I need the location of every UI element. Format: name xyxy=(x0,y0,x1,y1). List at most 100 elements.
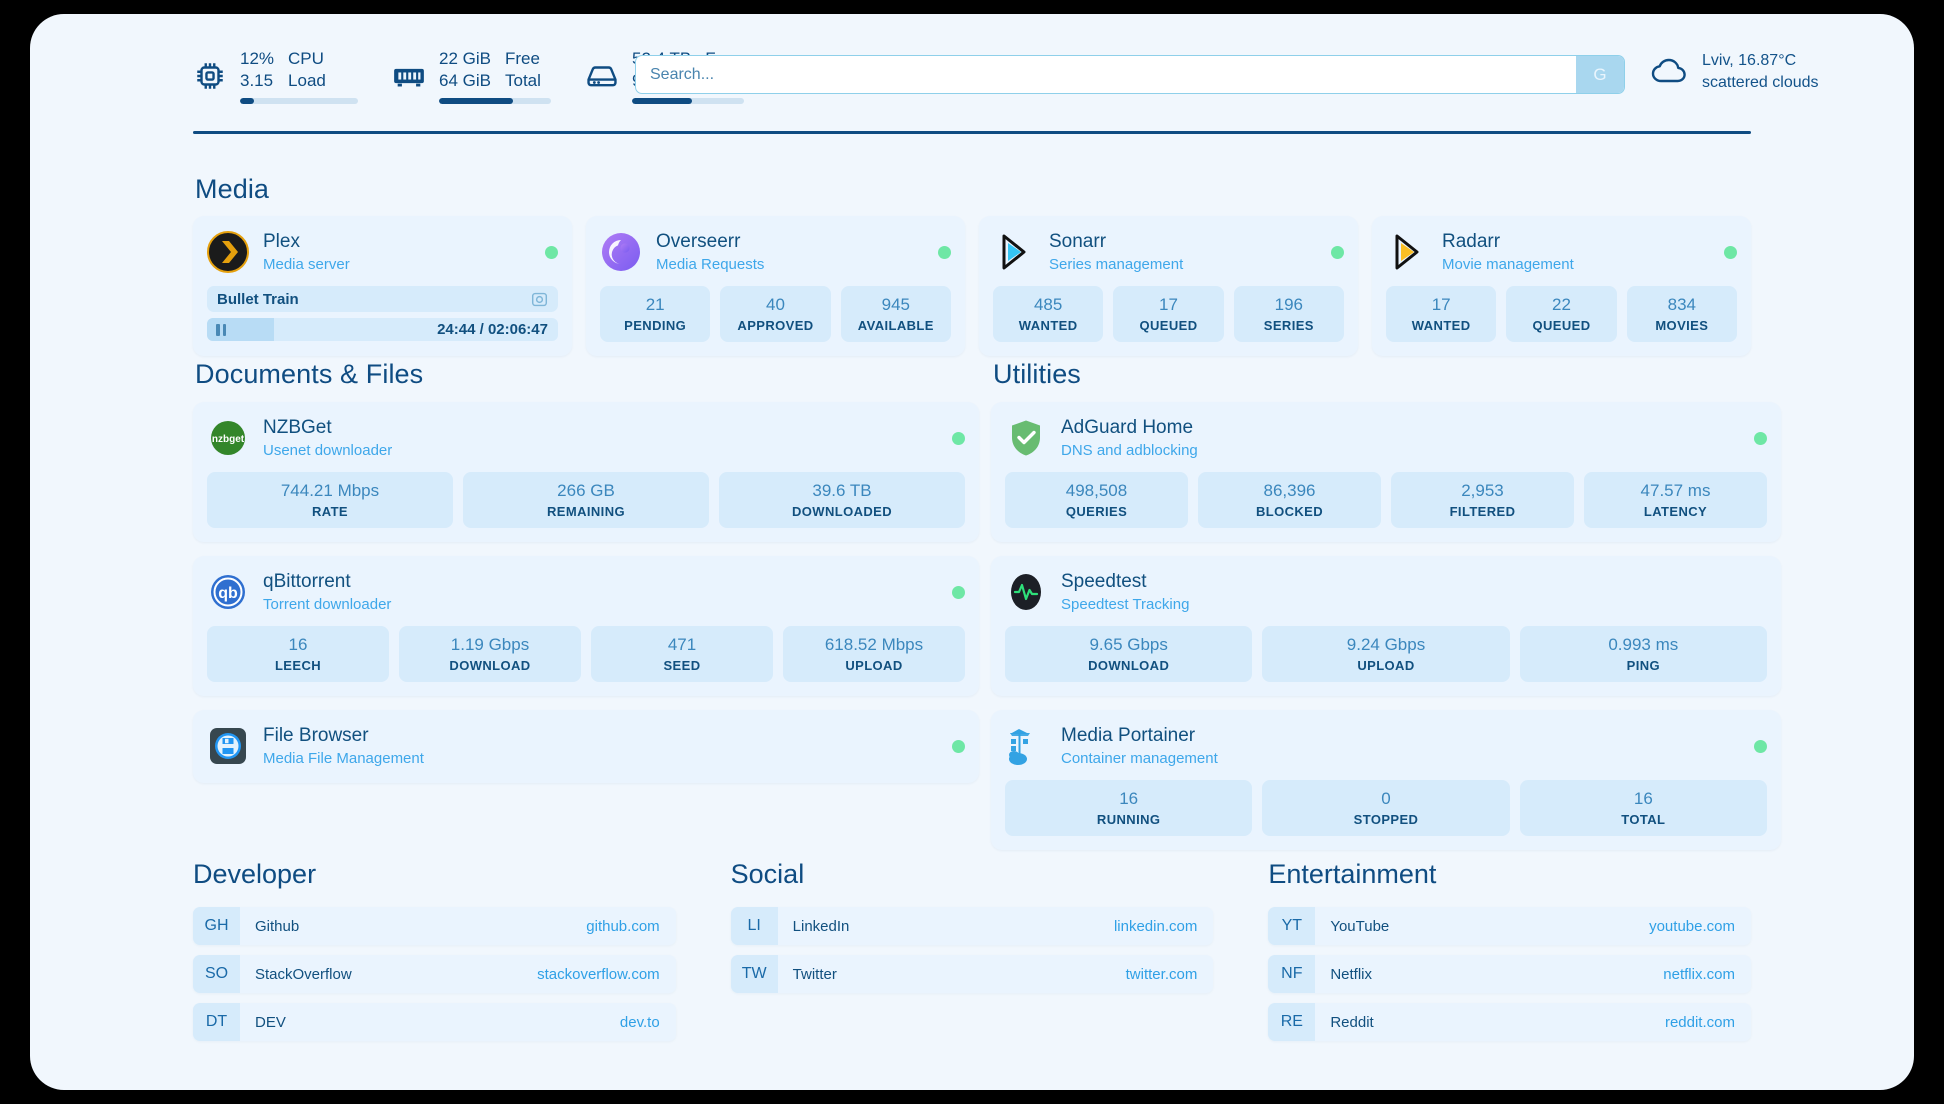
stat-label: LATENCY xyxy=(1643,504,1708,520)
stat-tile[interactable]: 0 STOPPED xyxy=(1262,780,1510,837)
scattered-clouds-icon xyxy=(1651,58,1686,83)
bookmark-link[interactable]: GH Github github.com xyxy=(193,907,676,945)
stat-label: QUEUED xyxy=(1532,318,1591,334)
resource-labels: Free Total xyxy=(505,48,541,92)
stat-label: FILTERED xyxy=(1449,504,1516,520)
stat-tile[interactable]: 17 QUEUED xyxy=(1113,286,1224,343)
speedtest-icon xyxy=(1005,571,1047,613)
bookmark-name: StackOverflow xyxy=(255,965,352,983)
service-card[interactable]: Overseerr Media Requests 21 PENDING 40 APPROV… xyxy=(586,216,965,357)
stat-value: 17 xyxy=(1431,295,1451,314)
service-card[interactable]: nzbget NZBGet Usenet downloader 744.21 Mbps… xyxy=(193,402,979,543)
bookmark-link[interactable]: LI LinkedIn linkedin.com xyxy=(730,907,1214,945)
bookmark-name: Reddit xyxy=(1330,1013,1374,1031)
stat-tile[interactable]: 21 PENDING xyxy=(600,286,711,343)
bookmark-link[interactable]: NF Netflix netflix.com xyxy=(1268,955,1751,993)
stat-tile[interactable]: 86,396 BLOCKED xyxy=(1198,472,1381,529)
bookmark-group: Entertainment YT YouTube youtube.com NF Netfl… xyxy=(1268,859,1751,1051)
cpu-icon xyxy=(193,59,227,93)
stat-value: 40 xyxy=(766,295,785,314)
playback-progress-bar[interactable]: 24:44 / 02:06:47 xyxy=(207,318,558,341)
stat-label: STOPPED xyxy=(1353,812,1419,828)
stat-tile[interactable]: 266 GB REMAINING xyxy=(463,472,709,529)
status-indicator xyxy=(1754,431,1767,445)
stat-tile[interactable]: 16 LEECH xyxy=(207,626,389,683)
stat-tile[interactable]: 40 APPROVED xyxy=(720,286,831,343)
service-card[interactable]: Speedtest Speedtest Tracking 9.65 Gbps DOWN… xyxy=(991,556,1781,697)
stat-label: QUEUED xyxy=(1139,318,1198,334)
stat-value: 485 xyxy=(1033,295,1063,314)
bookmark-url: youtube.com xyxy=(1649,917,1735,935)
search-input[interactable] xyxy=(636,56,1576,93)
stat-tile[interactable]: 22 QUEUED xyxy=(1506,286,1617,343)
stat-value: 16 xyxy=(1633,789,1653,809)
stat-tile[interactable]: 2,953 FILTERED xyxy=(1391,472,1574,529)
stat-tile[interactable]: 47.57 ms LATENCY xyxy=(1584,472,1767,529)
resource-label-1: CPU xyxy=(288,49,324,68)
service-subtitle: Series management xyxy=(1049,255,1184,273)
service-subtitle: Container management xyxy=(1061,749,1218,767)
cast-icon[interactable] xyxy=(531,291,548,308)
bookmark-link[interactable]: SO StackOverflow stackoverflow.com xyxy=(193,955,676,993)
card-header: Speedtest Speedtest Tracking xyxy=(1005,569,1767,615)
stat-tile[interactable]: 485 WANTED xyxy=(993,286,1104,343)
resource-body: 12% 3.15 CPU Load xyxy=(240,48,358,104)
search-submit-button[interactable]: G xyxy=(1576,56,1624,93)
bookmark-abbr: DT xyxy=(193,1003,240,1041)
stat-tile[interactable]: 0.993 ms PING xyxy=(1519,626,1767,683)
service-card[interactable]: File Browser Media File Management xyxy=(193,710,979,784)
status-indicator xyxy=(952,739,965,753)
pause-button[interactable] xyxy=(216,323,226,336)
card-titles: Media Portainer Container management xyxy=(1061,724,1218,768)
bookmark-link[interactable]: DT DEV dev.to xyxy=(193,1003,676,1041)
service-name: Sonarr xyxy=(1049,230,1107,252)
status-indicator xyxy=(1724,245,1737,259)
service-card[interactable]: Sonarr Series management 485 WANTED 17 QUEUED… xyxy=(979,216,1358,357)
bookmark-group: Social LI LinkedIn linkedin.com TW Twitter twi… xyxy=(730,859,1214,1051)
stat-tile[interactable]: 16 TOTAL xyxy=(1519,780,1767,837)
service-subtitle: DNS and adblocking xyxy=(1061,441,1198,459)
stat-value: 22 xyxy=(1552,295,1571,314)
service-card[interactable]: Media Portainer Container management 16 RUN… xyxy=(991,710,1781,851)
bookmark-link[interactable]: YT YouTube youtube.com xyxy=(1268,907,1751,945)
stat-tile[interactable]: 17 WANTED xyxy=(1386,286,1497,343)
card-header: Overseerr Media Requests xyxy=(600,229,951,275)
service-card[interactable]: Plex Media server Bullet Train 24:44 / 02:0… xyxy=(193,216,572,357)
bookmark-url: netflix.com xyxy=(1663,965,1735,983)
disk-icon xyxy=(585,59,619,93)
service-card[interactable]: AdGuard Home DNS and adblocking 498,508 QUE… xyxy=(991,402,1781,543)
stat-value: 21 xyxy=(645,295,665,314)
service-card[interactable]: qb qBittorrent Torrent downloader 16 LEECH 1.… xyxy=(193,556,979,697)
stat-tile[interactable]: 471 SEED xyxy=(591,626,773,683)
bookmark-group: Developer GH Github github.com SO StackOverfl… xyxy=(193,859,676,1051)
bookmark-group-title: Social xyxy=(730,859,805,889)
stat-tile[interactable]: 834 MOVIES xyxy=(1626,286,1737,343)
resource-usage-bar xyxy=(240,97,358,104)
status-indicator xyxy=(1754,739,1767,753)
bookmark-link[interactable]: TW Twitter twitter.com xyxy=(730,955,1214,993)
stat-tile[interactable]: 498,508 QUERIES xyxy=(1005,472,1188,529)
bookmark-link[interactable]: RE Reddit reddit.com xyxy=(1268,1003,1751,1041)
search-bar[interactable]: G xyxy=(635,55,1625,94)
bookmark-url: twitter.com xyxy=(1125,965,1198,983)
stat-tile[interactable]: 39.6 TB DOWNLOADED xyxy=(719,472,965,529)
documents-column: nzbget NZBGet Usenet downloader 744.21 Mbps… xyxy=(193,402,979,784)
resource-memory: 22 GiB 64 GiB Free Total xyxy=(392,48,551,104)
stat-tile[interactable]: 618.52 Mbps UPLOAD xyxy=(783,626,965,683)
stat-value: 744.21 Mbps xyxy=(280,481,380,500)
resource-values: 12% 3.15 CPU Load xyxy=(240,48,358,92)
stat-tile[interactable]: 196 SERIES xyxy=(1233,286,1344,343)
stat-tile[interactable]: 9.24 Gbps UPLOAD xyxy=(1262,626,1510,683)
service-name: NZBGet xyxy=(263,416,332,438)
service-card[interactable]: Radarr Movie management 17 WANTED 22 QUEUED 83… xyxy=(1372,216,1751,357)
service-name: Speedtest xyxy=(1061,570,1147,592)
stat-tile[interactable]: 9.65 Gbps DOWNLOAD xyxy=(1005,626,1253,683)
stat-tile[interactable]: 16 RUNNING xyxy=(1005,780,1253,837)
stat-tile[interactable]: 744.21 Mbps RATE xyxy=(207,472,453,529)
stat-tile[interactable]: 1.19 Gbps DOWNLOAD xyxy=(399,626,581,683)
stat-tile[interactable]: 945 AVAILABLE xyxy=(840,286,951,343)
stat-label: LEECH xyxy=(274,658,322,674)
stat-value: 9.65 Gbps xyxy=(1089,635,1168,655)
bookmark-url: github.com xyxy=(586,917,660,935)
